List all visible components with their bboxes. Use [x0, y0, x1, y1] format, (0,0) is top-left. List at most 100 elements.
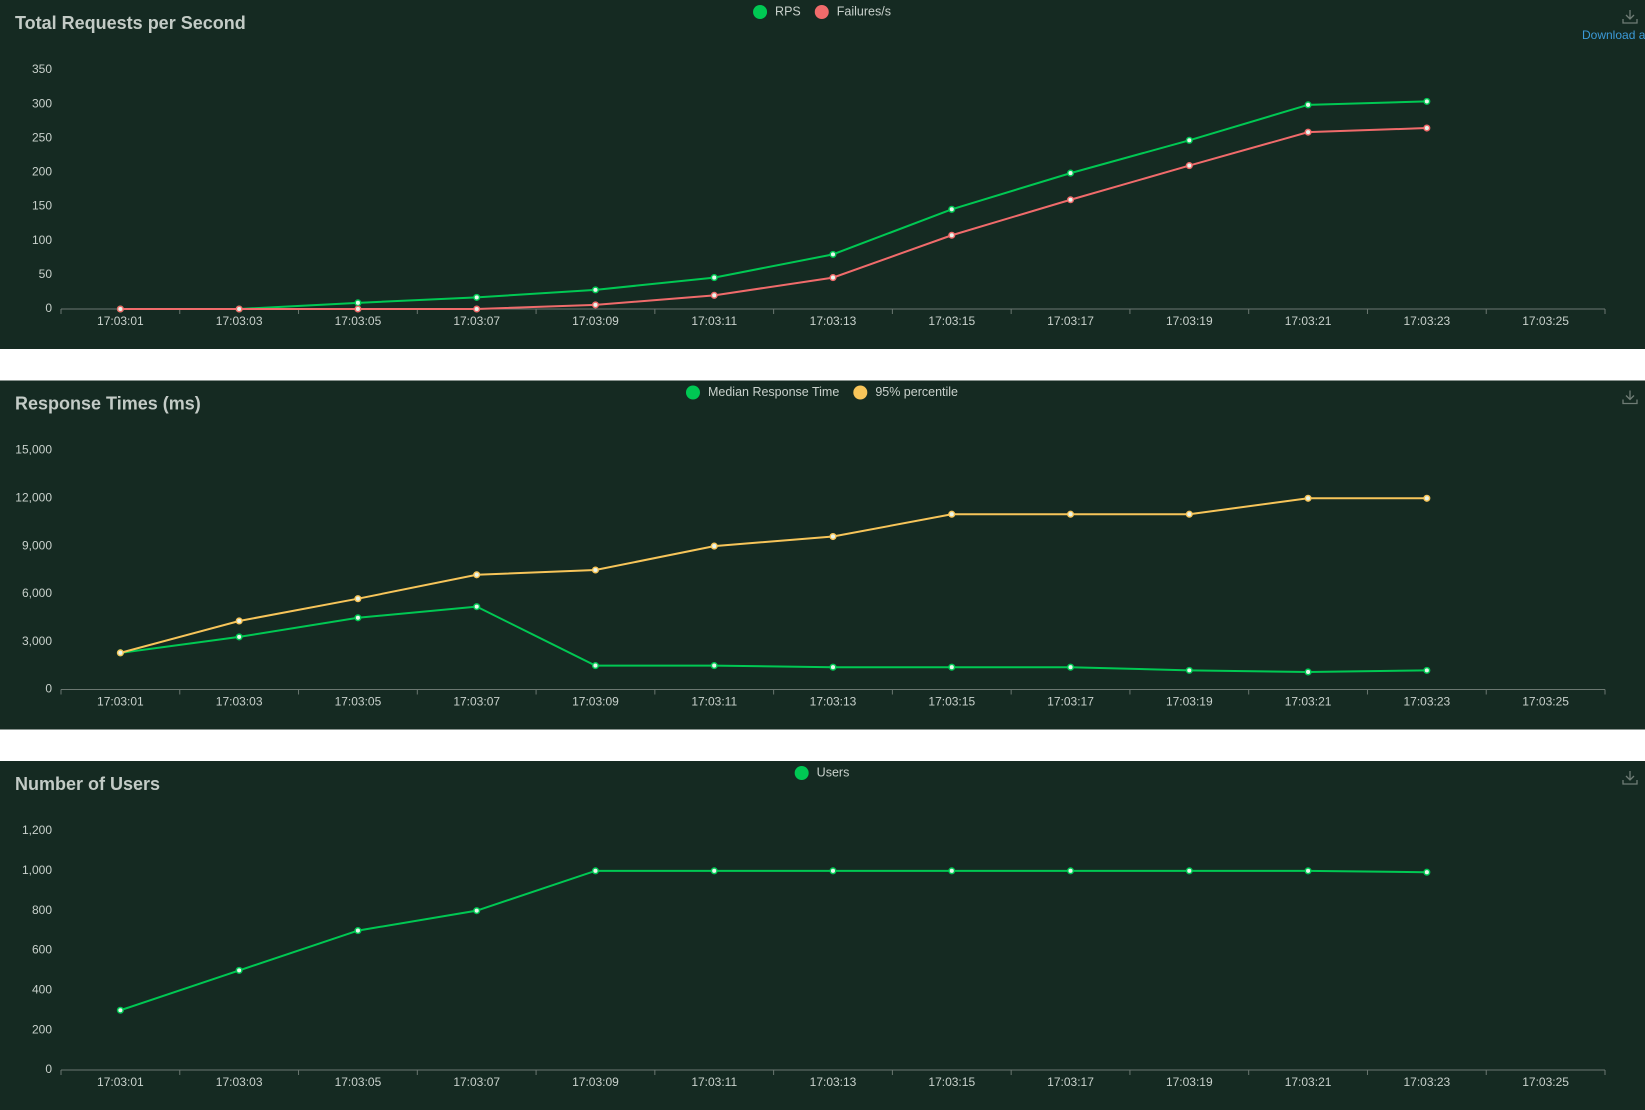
- data-point: [710, 662, 718, 670]
- panel-bg: [0, 761, 1645, 1110]
- data-point: [1304, 867, 1312, 875]
- data-point: [710, 274, 718, 282]
- y-tick-label: 50: [39, 267, 53, 281]
- download-icon[interactable]: [1622, 390, 1638, 405]
- x-tick-label: 17:03:17: [1047, 1075, 1094, 1089]
- data-point: [710, 867, 718, 875]
- legend-label: Users: [817, 765, 850, 779]
- data-point: [829, 663, 837, 671]
- y-tick-label: 250: [32, 130, 52, 144]
- x-tick-label: 17:03:21: [1285, 695, 1332, 709]
- legend-item[interactable]: Median Response Time: [685, 385, 839, 400]
- data-point: [948, 663, 956, 671]
- data-point: [354, 927, 362, 935]
- data-point: [829, 250, 837, 258]
- x-tick-label: 17:03:15: [928, 695, 975, 709]
- legend-swatch: [814, 5, 829, 19]
- legend: RPS Failures/s: [753, 4, 891, 19]
- x-tick-label: 17:03:05: [335, 695, 382, 709]
- data-point: [710, 291, 718, 299]
- data-point: [354, 299, 362, 307]
- data-point: [235, 305, 243, 313]
- data-point: [1423, 868, 1431, 876]
- data-point: [948, 231, 956, 239]
- x-tick-label: 17:03:17: [1047, 695, 1094, 709]
- data-point: [1066, 510, 1075, 518]
- data-point: [116, 1006, 124, 1014]
- series-line: [120, 127, 1427, 310]
- y-tick-label: 3,000: [22, 634, 52, 648]
- y-tick-label: 1,000: [22, 863, 52, 877]
- x-tick-label: 17:03:19: [1166, 695, 1213, 709]
- download-link[interactable]: Download a: [1582, 28, 1645, 42]
- y-tick-label: 800: [32, 903, 52, 917]
- series-line: [120, 605, 1427, 673]
- data-point: [1066, 196, 1075, 204]
- chart-title: Total Requests per Second: [15, 13, 246, 33]
- x-tick-label: 17:03:21: [1285, 1075, 1332, 1089]
- legend-label: 95% percentile: [875, 385, 958, 399]
- chart-panel: Number of Users 0 200 400 600 800 1,000 1,200 17…: [0, 761, 1645, 1110]
- data-point: [235, 633, 243, 641]
- x-tick-label: 17:03:11: [691, 1075, 737, 1089]
- data-point: [1423, 97, 1431, 105]
- legend-swatch: [853, 385, 868, 400]
- x-tick-label: 17:03:11: [691, 314, 737, 328]
- data-point: [591, 566, 600, 574]
- download-icon[interactable]: [1622, 10, 1638, 24]
- x-tick-label: 17:03:15: [928, 1075, 975, 1089]
- panel-bg: [0, 0, 1645, 349]
- x-tick-label: 17:03:25: [1522, 314, 1569, 328]
- legend-label: Failures/s: [837, 4, 891, 18]
- x-tick-label: 17:03:15: [928, 314, 975, 328]
- data-point: [235, 966, 243, 974]
- icon-shape: [1622, 771, 1638, 785]
- y-tick-label: 600: [32, 943, 52, 957]
- y-tick-label: 12,000: [15, 490, 52, 504]
- data-point: [1066, 169, 1075, 177]
- y-tick-label: 0: [45, 682, 52, 696]
- y-tick-label: 200: [32, 1022, 52, 1036]
- data-point: [1066, 867, 1075, 875]
- x-tick-label: 17:03:23: [1403, 695, 1450, 709]
- data-point: [1304, 128, 1312, 136]
- legend-item[interactable]: Users: [794, 765, 850, 780]
- x-tick-label: 17:03:05: [335, 1075, 382, 1089]
- data-point: [1066, 663, 1075, 671]
- y-tick-label: 9,000: [22, 538, 52, 552]
- x-tick-label: 17:03:19: [1166, 314, 1213, 328]
- data-point: [1185, 666, 1193, 674]
- data-point: [354, 614, 362, 622]
- x-tick-label: 17:03:01: [97, 1075, 144, 1089]
- data-point: [1304, 668, 1312, 676]
- x-tick-label: 17:03:21: [1285, 314, 1332, 328]
- series-line: [120, 869, 1427, 1012]
- data-point: [473, 305, 481, 313]
- data-point: [829, 274, 837, 282]
- legend-item[interactable]: 95% percentile: [853, 385, 958, 400]
- x-tick-label: 17:03:07: [453, 695, 500, 709]
- data-point: [1185, 162, 1193, 170]
- y-tick-label: 1,200: [22, 823, 52, 837]
- data-point: [1185, 510, 1193, 518]
- legend-item[interactable]: RPS: [753, 4, 801, 19]
- x-tick-label: 17:03:25: [1522, 1075, 1569, 1089]
- download-icon[interactable]: [1622, 771, 1638, 785]
- data-point: [235, 617, 243, 625]
- y-tick-label: 100: [32, 233, 52, 247]
- x-tick-label: 17:03:09: [572, 314, 619, 328]
- data-point: [829, 867, 837, 875]
- data-point: [473, 293, 481, 301]
- x-tick-label: 17:03:01: [97, 314, 144, 328]
- x-tick-label: 17:03:09: [572, 695, 619, 709]
- data-point: [591, 867, 600, 875]
- series-line: [120, 100, 1427, 310]
- chart-title: Number of Users: [15, 774, 160, 794]
- x-tick-label: 17:03:03: [216, 695, 263, 709]
- legend-label: RPS: [775, 4, 801, 18]
- data-point: [948, 510, 956, 518]
- icon-shape: [1622, 390, 1638, 405]
- data-point: [354, 595, 362, 603]
- x-tick-label: 17:03:05: [335, 314, 382, 328]
- legend-item[interactable]: Failures/s: [814, 4, 891, 19]
